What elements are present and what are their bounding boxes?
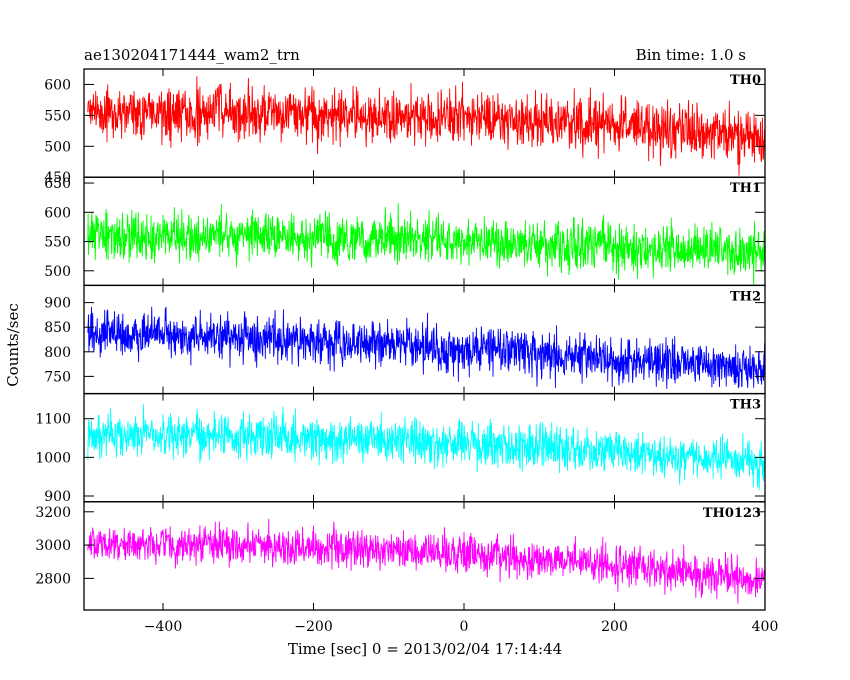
series-line-th2 xyxy=(87,306,765,390)
x-axis-label: Time [sec] 0 = 2013/02/04 17:14:44 xyxy=(288,640,562,658)
y-axis-label: Counts/sec xyxy=(4,303,22,387)
x-tick-label: −200 xyxy=(294,619,332,635)
panel-label-th3: TH3 xyxy=(730,398,761,413)
panel-label-th0: TH0 xyxy=(730,73,761,88)
bin-time-label: Bin time: 1.0 s xyxy=(636,46,746,64)
x-tick-label: 200 xyxy=(601,619,628,635)
chart-title: ae130204171444_wam2_trn xyxy=(84,46,300,64)
y-tick-label: 450 xyxy=(44,170,71,186)
y-tick-label: 3200 xyxy=(35,505,71,521)
x-tick-label: 400 xyxy=(752,619,779,635)
y-tick-label: 2800 xyxy=(35,571,71,587)
series-line-th3 xyxy=(87,404,765,491)
panel-frame-th1 xyxy=(83,176,766,287)
panel-label-th1: TH1 xyxy=(730,181,761,196)
y-tick-label: 3000 xyxy=(35,538,71,554)
x-tick-label: −400 xyxy=(144,619,182,635)
panel-frame-th0123 xyxy=(83,501,766,611)
panel-label-th0123: TH0123 xyxy=(703,506,761,521)
y-tick-label: 600 xyxy=(44,77,71,93)
y-tick-label: 500 xyxy=(44,139,71,155)
y-tick-label: 1100 xyxy=(35,412,71,428)
y-tick-label: 1000 xyxy=(35,450,71,466)
y-tick-label: 900 xyxy=(44,296,71,312)
x-tick-label: 0 xyxy=(460,619,469,635)
y-tick-label: 650 xyxy=(44,176,71,192)
y-tick-label: 800 xyxy=(44,345,71,361)
series-line-th0123 xyxy=(87,518,765,604)
y-tick-label: 500 xyxy=(44,264,71,280)
y-tick-label: 550 xyxy=(44,235,71,251)
y-tick-label: 600 xyxy=(44,205,71,221)
series-line-th1 xyxy=(87,202,765,286)
y-tick-label: 900 xyxy=(44,489,71,505)
y-tick-label: 850 xyxy=(44,320,71,336)
y-tick-label: 750 xyxy=(44,369,71,385)
panel-label-th2: TH2 xyxy=(730,289,761,304)
panels: 450 500 550 600 TH0 500 550 600 650 TH1 750 800 850 9… xyxy=(35,68,779,635)
y-tick-label: 550 xyxy=(44,108,71,124)
series-line-th0 xyxy=(87,76,765,176)
